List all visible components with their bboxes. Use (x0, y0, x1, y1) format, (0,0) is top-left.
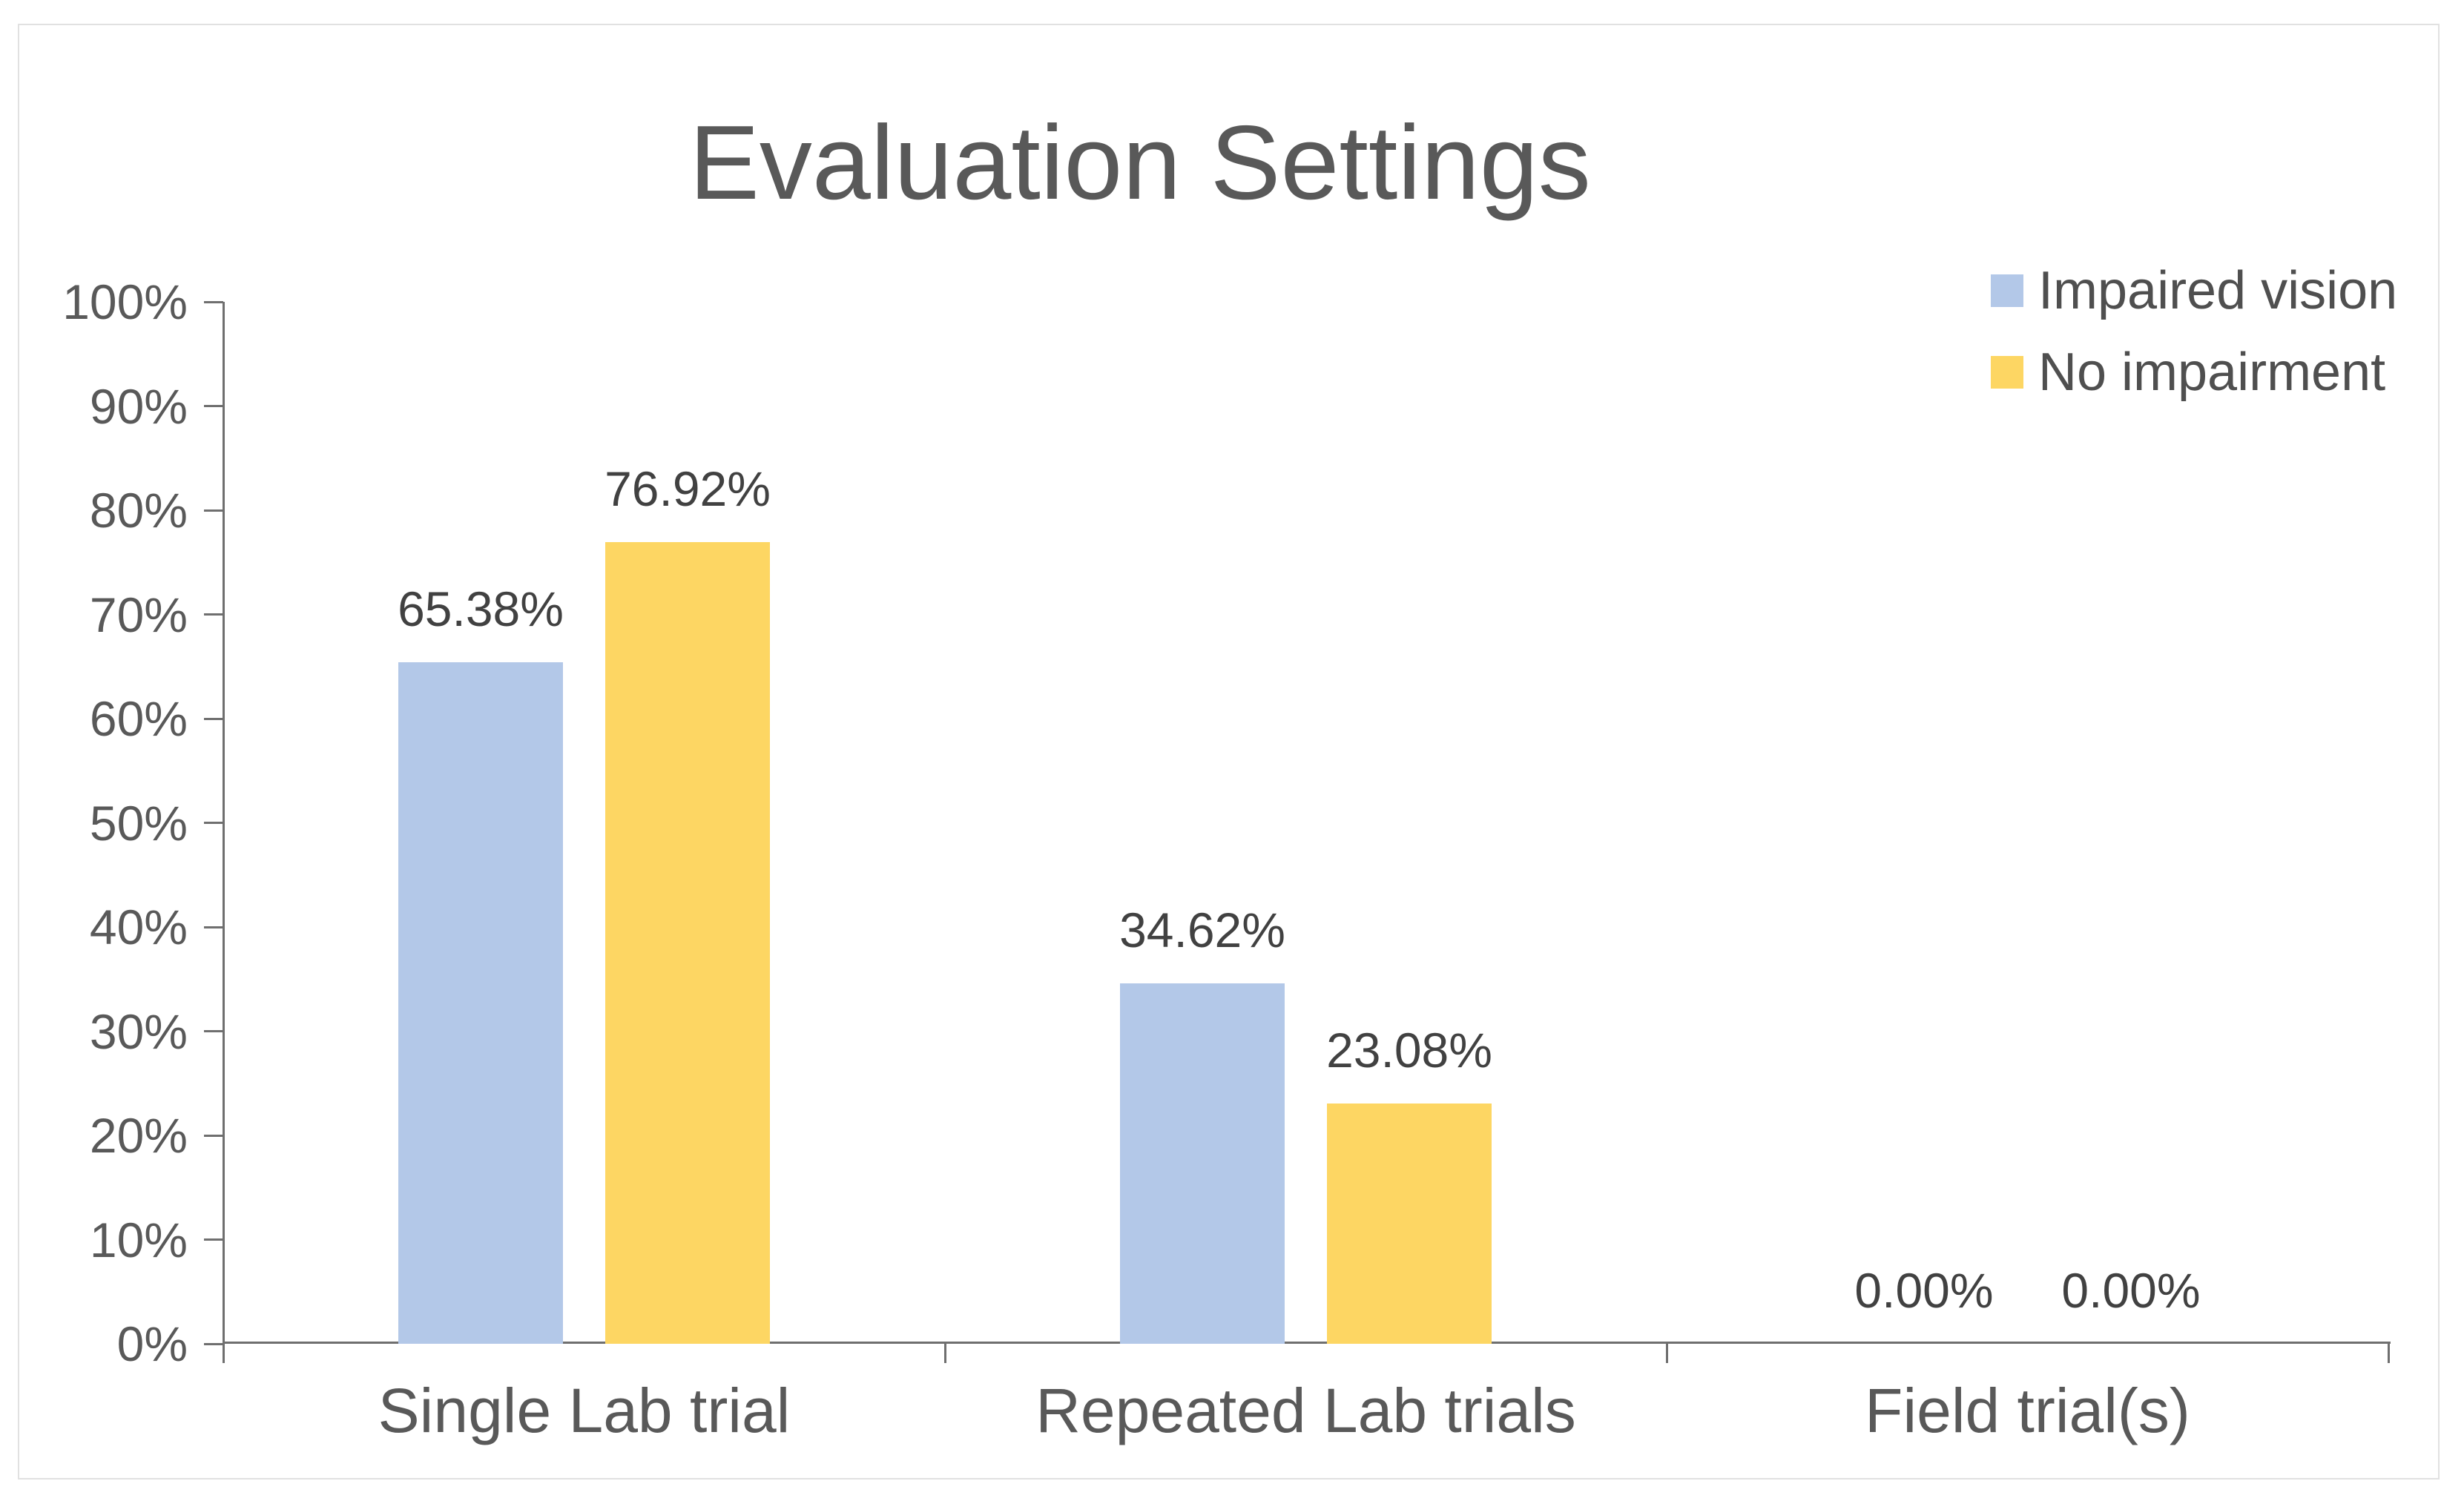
y-axis-tick (204, 1238, 223, 1241)
bar (1120, 983, 1285, 1344)
y-axis-tick-label: 20% (89, 1108, 188, 1163)
x-axis-tick (1665, 1344, 1668, 1363)
y-axis-tick-label: 60% (89, 691, 188, 746)
y-axis-tick-label: 40% (89, 900, 188, 954)
x-axis-tick (943, 1344, 946, 1363)
x-axis-category-label: Repeated Lab trials (1035, 1376, 1576, 1445)
bar (1327, 1103, 1492, 1344)
legend-swatch (1991, 356, 2023, 389)
bar-slot: 23.08% (1326, 302, 1492, 1344)
bar-slot: 34.62% (1119, 302, 1285, 1344)
y-axis-line (223, 302, 225, 1346)
y-axis-tick-label: 30% (89, 1003, 188, 1059)
y-axis-tick (204, 405, 223, 407)
legend-item: No impairment (1991, 343, 2397, 402)
y-axis-tick (204, 926, 223, 928)
legend: Impaired vision No impairment (1991, 261, 2397, 402)
x-axis-category-label: Field trial(s) (1865, 1376, 2190, 1445)
data-label: 65.38% (398, 581, 564, 637)
x-axis-line (223, 1342, 2391, 1344)
legend-label: Impaired vision (2038, 261, 2398, 320)
x-axis-tick (222, 1344, 225, 1363)
y-axis-tick-label: 10% (89, 1212, 188, 1267)
y-axis-tick-label: 80% (89, 483, 188, 538)
y-axis-tick (204, 1134, 223, 1137)
bar (398, 662, 563, 1344)
bar-slot: 65.38% (398, 302, 564, 1344)
data-label: 0.00% (1854, 1263, 1994, 1318)
y-axis-tick (204, 1342, 223, 1345)
y-axis-tick-label: 0% (116, 1316, 188, 1371)
category-group: 34.62% 23.08% (945, 302, 1667, 1344)
y-axis-tick (204, 613, 223, 616)
bar-slot: 0.00% (1842, 302, 2006, 1344)
y-axis-tick (204, 822, 223, 824)
data-label: 0.00% (2061, 1263, 2201, 1318)
category-group: 65.38% 76.92% (223, 302, 945, 1344)
category-group: 0.00% 0.00% (1667, 302, 2388, 1344)
data-label: 76.92% (605, 461, 771, 517)
legend-item: Impaired vision (1991, 261, 2397, 320)
data-label: 23.08% (1326, 1022, 1492, 1078)
chart-title: Evaluation Settings (689, 104, 1591, 222)
data-label: 34.62% (1119, 902, 1285, 957)
y-axis-tick (204, 300, 223, 303)
bar-slot: 76.92% (605, 302, 771, 1344)
bar (605, 542, 770, 1344)
y-axis-tick-label: 50% (89, 795, 188, 851)
y-axis-tick-label: 90% (89, 378, 188, 434)
bar-slot: 0.00% (2049, 302, 2213, 1344)
x-axis-tick (2387, 1344, 2390, 1363)
y-axis-tick-label: 70% (89, 587, 188, 642)
y-axis-tick-label: 100% (62, 274, 188, 329)
legend-label: No impairment (2038, 343, 2386, 402)
x-axis-category-label: Single Lab trial (378, 1376, 791, 1445)
y-axis-tick (204, 509, 223, 512)
y-axis-tick (204, 717, 223, 720)
y-axis-tick (204, 1030, 223, 1032)
legend-swatch (1991, 274, 2023, 307)
plot-area: 65.38% 76.92% 34.62% 23.08% 0.00% 0.00% (223, 302, 2388, 1344)
